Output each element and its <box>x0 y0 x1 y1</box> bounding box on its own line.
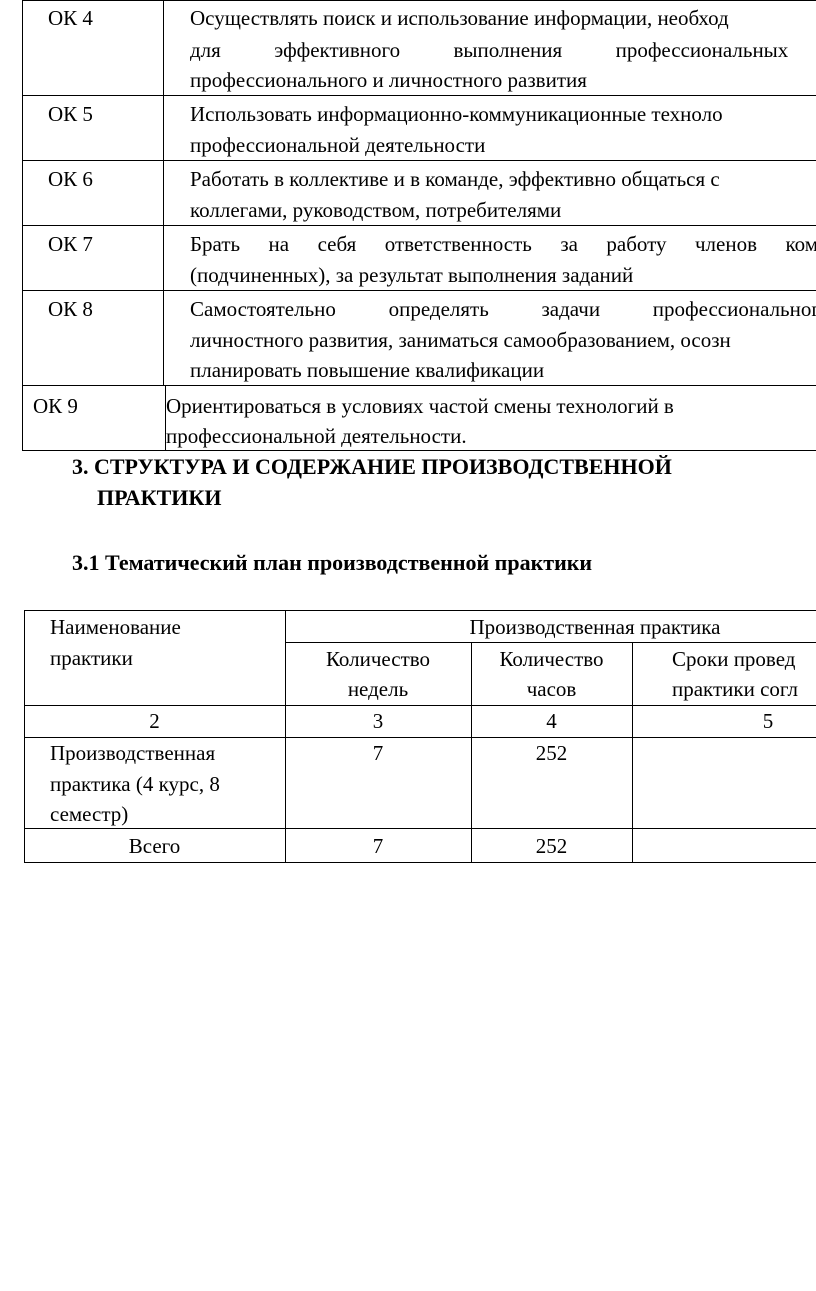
row-divider <box>24 737 816 738</box>
total-weeks: 7 <box>372 834 384 858</box>
practice-name: практика (4 курс, 8 <box>50 772 220 796</box>
total-hours: 252 <box>535 834 568 858</box>
row-divider <box>22 450 816 451</box>
section-heading-cont: ПРАКТИКИ <box>97 485 222 510</box>
total-label: Всего <box>128 834 181 858</box>
row-divider <box>22 95 816 96</box>
header-name: Наименование <box>50 615 181 639</box>
competency-code: ОК 8 <box>48 297 93 321</box>
header-hours: Количество <box>499 647 604 671</box>
header-dates: Сроки провед <box>672 647 796 671</box>
competency-text: профессиональной деятельности <box>190 133 486 157</box>
table-border <box>24 610 25 863</box>
column-number: 3 <box>372 709 384 733</box>
competency-code: ОК 6 <box>48 167 93 191</box>
column-divider <box>285 610 286 863</box>
row-divider <box>24 610 816 611</box>
competency-text: личностного развития, заниматься самообр… <box>190 328 731 352</box>
row-divider <box>22 385 816 386</box>
row-divider <box>22 290 816 291</box>
header-group: Производственная практика <box>469 615 721 639</box>
row-divider <box>24 705 816 706</box>
competency-text: (подчиненных), за результат выполнения з… <box>190 263 634 287</box>
header-dates: практики согл <box>672 677 798 701</box>
column-number: 2 <box>149 709 160 733</box>
competency-text: Ориентироваться в условиях частой смены … <box>166 394 674 418</box>
column-number: 4 <box>546 709 557 733</box>
competency-text: профессионального и личностного развития <box>190 68 587 92</box>
row-divider <box>24 828 816 829</box>
row-divider <box>24 862 816 863</box>
practice-weeks: 7 <box>372 741 384 765</box>
column-divider <box>165 385 166 451</box>
column-number: 5 <box>762 709 774 733</box>
competency-text: профессиональной деятельности. <box>166 424 467 448</box>
competency-code: ОК 7 <box>48 232 93 256</box>
competency-text: планировать повышение квалификации <box>190 358 545 382</box>
competency-text: Самостоятельно определять задачи професс… <box>190 297 816 321</box>
section-heading: 3. СТРУКТУРА И СОДЕРЖАНИЕ ПРОИЗВОДСТВЕНН… <box>72 454 672 479</box>
header-hours: часов <box>526 677 577 701</box>
competency-text: Брать на себя ответственность за работу … <box>190 232 816 256</box>
column-divider <box>632 642 633 863</box>
practice-name: Производственная <box>50 741 216 765</box>
competency-code: ОК 5 <box>48 102 93 126</box>
competency-text: Работать в коллективе и в команде, эффек… <box>190 167 720 191</box>
row-divider <box>22 0 816 1</box>
header-name: практики <box>50 646 133 670</box>
row-divider <box>285 642 816 643</box>
practice-hours: 252 <box>535 741 568 765</box>
column-divider <box>471 642 472 863</box>
competency-code: ОК 9 <box>33 394 78 418</box>
header-weeks: недель <box>347 677 409 701</box>
competency-text: Осуществлять поиск и использование инфор… <box>190 6 729 30</box>
competency-text: коллегами, руководством, потребителями <box>190 198 562 222</box>
column-divider <box>163 0 164 385</box>
competency-text: для эффективного выполнения профессионал… <box>190 38 816 62</box>
practice-name: семестр) <box>50 802 129 826</box>
competency-text: Использовать информационно-коммуникацион… <box>190 102 723 126</box>
header-weeks: Количество <box>325 647 431 671</box>
row-divider <box>22 225 816 226</box>
subsection-heading: 3.1 Тематический план производственной п… <box>72 550 593 575</box>
row-divider <box>22 160 816 161</box>
competency-code: ОК 4 <box>48 6 93 30</box>
